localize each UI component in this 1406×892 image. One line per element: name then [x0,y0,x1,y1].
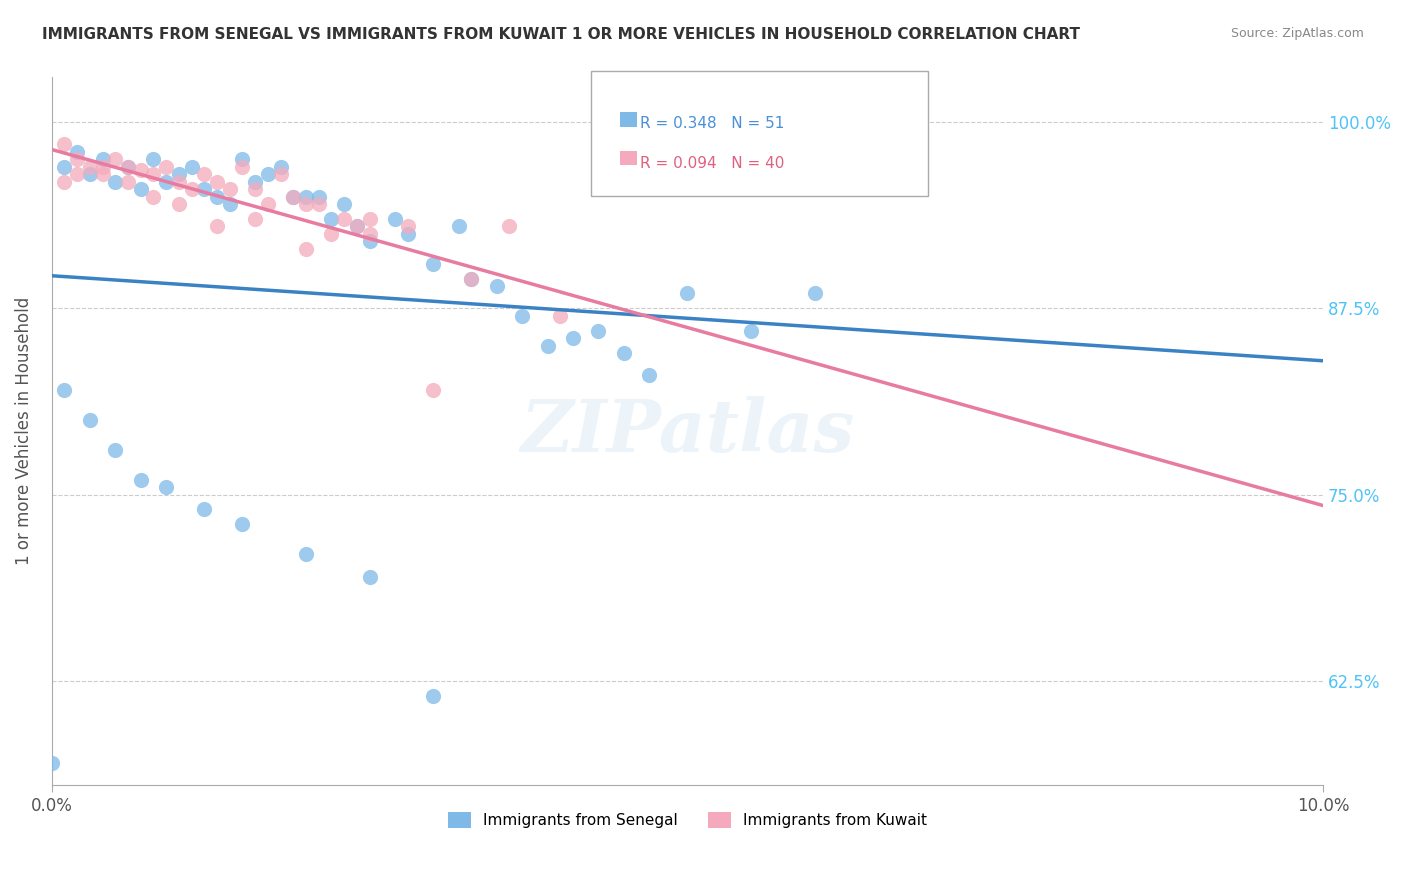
Point [66,167,89,181]
Point [167,175,190,189]
Point [396,219,419,234]
Point [104,442,127,457]
Point [142,189,165,203]
Point [129,182,152,196]
Point [321,227,343,241]
Point [740,324,762,338]
Point [53,175,76,189]
Point [460,271,482,285]
Point [562,331,585,345]
Point [295,242,318,256]
Point [295,189,318,203]
Point [243,175,266,189]
Point [231,517,253,532]
Point [79,167,101,181]
Point [283,189,305,203]
Text: R = 0.094   N = 40: R = 0.094 N = 40 [640,156,785,171]
Point [53,384,76,398]
Point [180,182,202,196]
Point [346,219,368,234]
Point [142,153,165,167]
Point [205,175,228,189]
Point [422,257,444,271]
Point [295,197,318,211]
Point [193,502,215,516]
Point [66,153,89,167]
Point [91,160,114,174]
Point [270,167,292,181]
Point [155,160,177,174]
Point [193,182,215,196]
Point [460,271,482,285]
Text: IMMIGRANTS FROM SENEGAL VS IMMIGRANTS FROM KUWAIT 1 OR MORE VEHICLES IN HOUSEHOL: IMMIGRANTS FROM SENEGAL VS IMMIGRANTS FR… [42,27,1080,42]
Point [193,167,215,181]
Point [359,227,381,241]
Point [308,197,330,211]
Point [218,197,240,211]
Point [803,286,825,301]
Point [422,384,444,398]
Point [359,211,381,226]
Point [142,167,165,181]
Point [333,197,356,211]
Point [79,160,101,174]
Point [384,211,406,226]
Y-axis label: 1 or more Vehicles in Household: 1 or more Vehicles in Household [15,297,32,566]
Point [588,324,610,338]
Point [243,182,266,196]
Point [447,219,470,234]
Point [321,211,343,226]
Point [498,219,520,234]
Point [231,153,253,167]
Point [257,167,280,181]
Point [117,160,139,174]
Point [283,189,305,203]
Point [180,160,202,174]
Point [155,175,177,189]
Point [485,279,508,293]
Point [66,145,89,159]
Point [117,175,139,189]
Point [346,219,368,234]
Point [104,153,127,167]
Point [638,368,661,383]
Point [270,160,292,174]
Point [129,162,152,177]
Point [333,211,356,226]
Point [129,473,152,487]
Point [218,182,240,196]
Point [155,480,177,494]
Point [91,153,114,167]
Point [422,689,444,703]
Point [79,413,101,427]
Point [205,189,228,203]
Point [295,547,318,561]
Point [536,338,558,352]
Point [257,197,280,211]
Point [53,137,76,152]
Point [91,167,114,181]
Point [104,175,127,189]
Point [359,569,381,583]
Text: ZIPatlas: ZIPatlas [520,396,855,467]
Point [396,227,419,241]
Legend: Immigrants from Senegal, Immigrants from Kuwait: Immigrants from Senegal, Immigrants from… [441,805,934,834]
Point [550,309,572,323]
Point [676,286,699,301]
Point [231,160,253,174]
Point [167,197,190,211]
Point [41,756,63,770]
Text: Source: ZipAtlas.com: Source: ZipAtlas.com [1230,27,1364,40]
Point [243,211,266,226]
Point [53,160,76,174]
Point [117,160,139,174]
Point [613,346,636,360]
Point [308,189,330,203]
Point [510,309,533,323]
Text: R = 0.348   N = 51: R = 0.348 N = 51 [640,116,785,131]
Point [167,167,190,181]
Point [359,235,381,249]
Point [205,219,228,234]
